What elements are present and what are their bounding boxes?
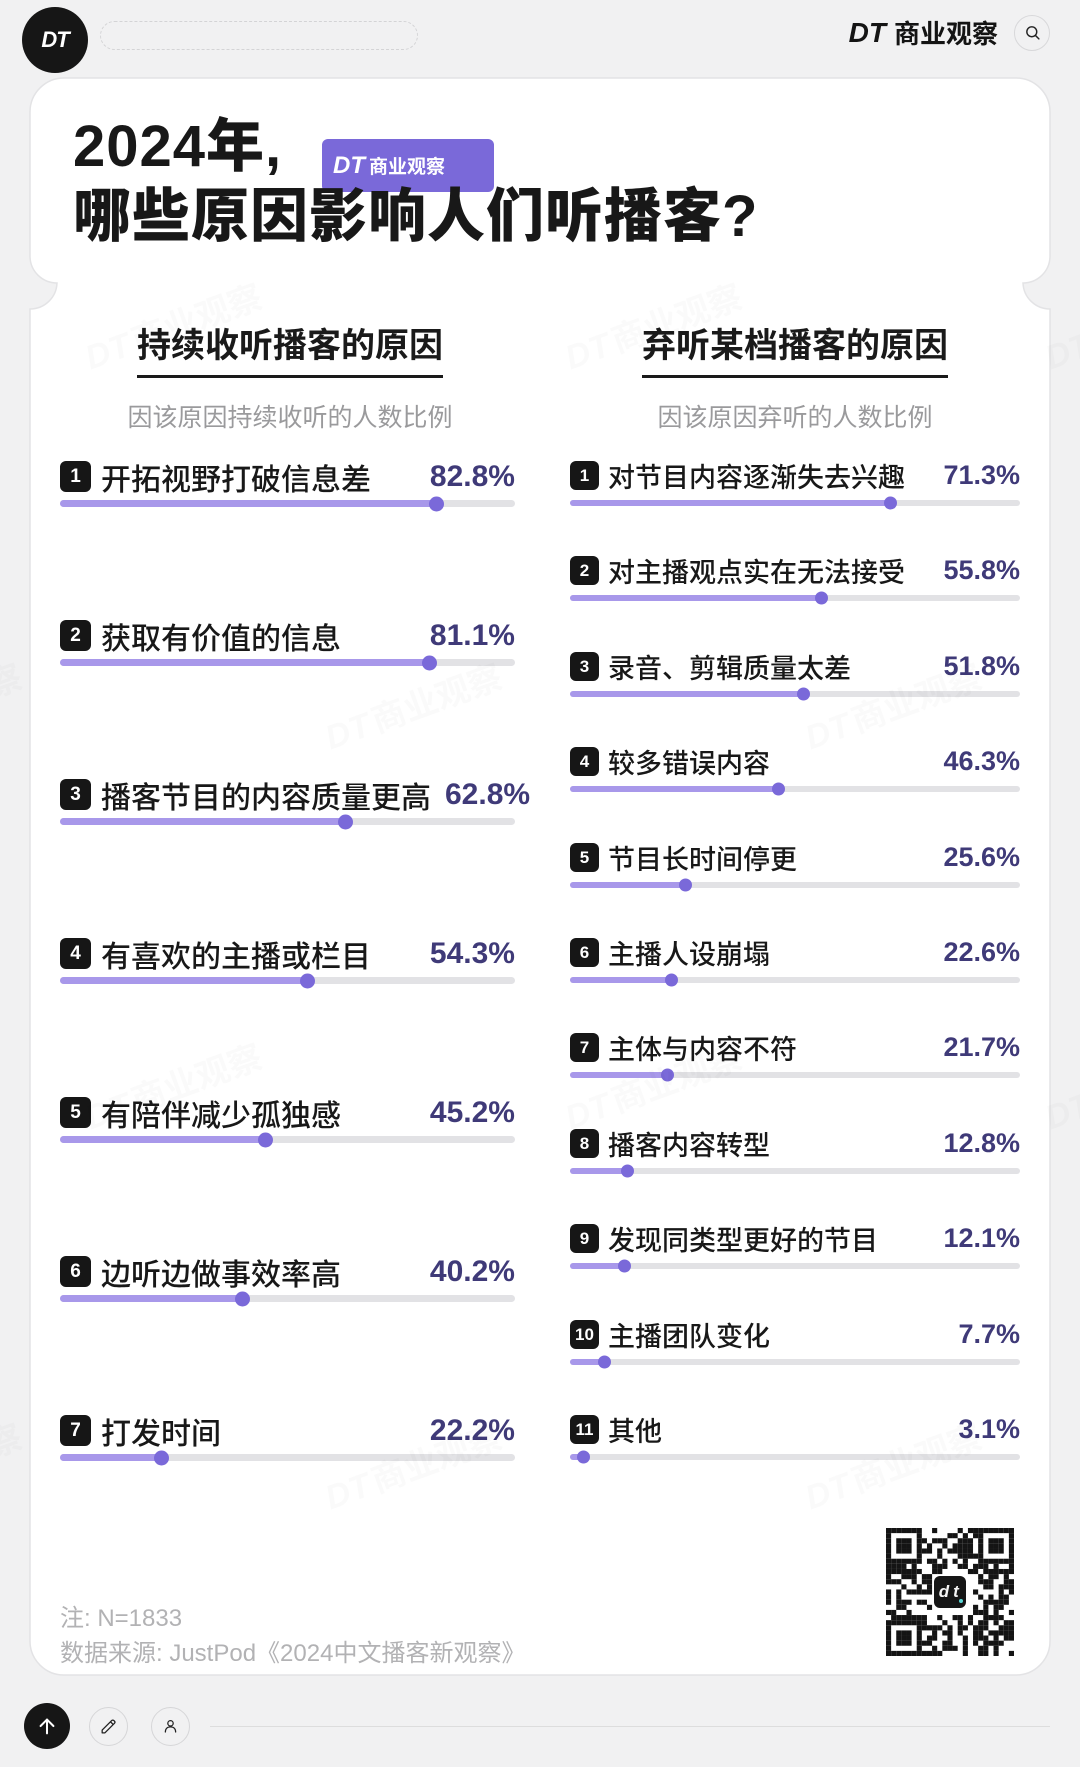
svg-text:d: d: [939, 1582, 950, 1601]
